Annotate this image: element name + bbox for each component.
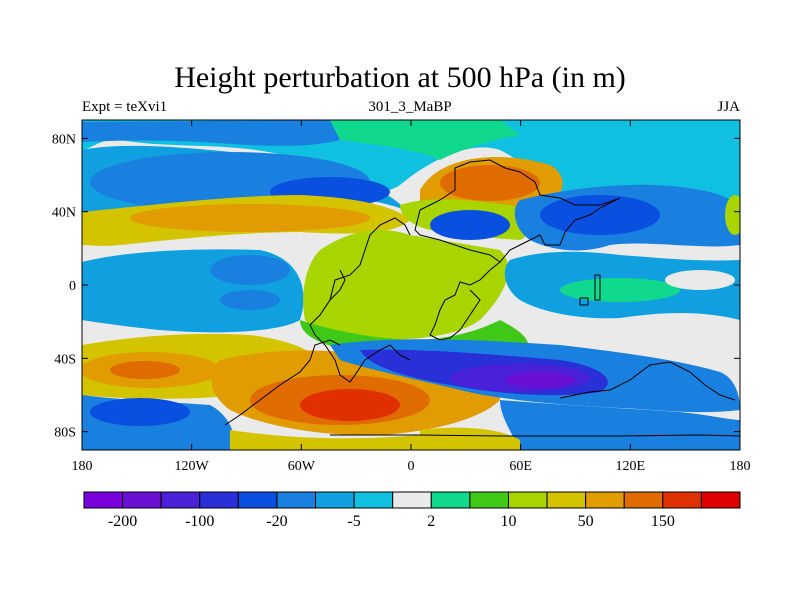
colorbar-swatch <box>315 491 355 509</box>
colorbar-swatch <box>469 491 509 509</box>
southern-coastline <box>224 339 341 426</box>
season-label: JJA <box>717 99 740 115</box>
field-region <box>300 389 400 421</box>
field-region <box>110 361 180 379</box>
australia-coastline <box>559 361 736 401</box>
colorbar-label: -100 <box>185 513 214 530</box>
colorbar-swatch <box>662 491 702 509</box>
colorbar-swatch <box>83 491 124 509</box>
colorbar-label: 10 <box>500 513 516 530</box>
y-tick-label: 40S <box>54 352 76 367</box>
field-region <box>500 400 740 450</box>
field-region <box>210 255 290 285</box>
field-region <box>560 278 680 302</box>
x-tick-label: 120W <box>175 459 210 474</box>
field-region <box>725 195 740 235</box>
colorbar: -200 -100 -20 -5 2 10 50 150 <box>83 491 741 530</box>
colorbar-swatch <box>160 491 201 509</box>
field-region <box>665 270 735 290</box>
colorbar-swatch <box>392 491 432 509</box>
x-tick-label: 60E <box>509 459 532 474</box>
field-region <box>303 230 509 340</box>
field-region <box>330 120 520 160</box>
x-tick-label: 180 <box>730 459 751 474</box>
field-region <box>505 372 575 388</box>
colorbar-swatch <box>700 491 741 509</box>
y-tick-label: 80N <box>52 132 76 147</box>
colorbar-swatch <box>353 491 394 509</box>
antarctic-coastline <box>330 434 741 437</box>
map-title: Height perturbation at 500 hPa (in m) <box>174 61 626 94</box>
experiment-label: Expt = teXvi1 <box>82 99 168 115</box>
colorbar-swatch <box>546 491 587 509</box>
colorbar-swatch <box>623 491 664 509</box>
field-region <box>440 165 540 201</box>
field-region <box>420 427 520 450</box>
x-axis: 180 120W 60W 0 60E 120E 180 <box>72 120 751 474</box>
run-label: 301_3_MaBP <box>368 99 452 115</box>
colorbar-label: -200 <box>108 513 137 530</box>
contour-field <box>82 120 740 450</box>
colorbar-label: -5 <box>347 513 360 530</box>
colorbar-label: 150 <box>651 513 675 530</box>
colorbar-label: 50 <box>578 513 594 530</box>
colorbar-swatch <box>507 491 548 509</box>
x-tick-label: 60W <box>288 459 316 474</box>
colorbar-swatch <box>585 491 625 509</box>
island-coastline <box>579 274 601 306</box>
eurasia-africa-coastline <box>429 159 621 341</box>
field-region <box>130 204 370 232</box>
y-axis: 80N 40N 0 40S 80S <box>52 132 740 441</box>
colorbar-swatch <box>276 491 317 509</box>
field-region <box>82 120 340 146</box>
y-tick-label: 80S <box>54 426 76 441</box>
x-tick-label: 180 <box>72 459 93 474</box>
colorbar-label: -20 <box>266 513 287 530</box>
x-tick-label: 120E <box>616 459 646 474</box>
field-region <box>430 210 510 240</box>
north-america-coastline <box>329 217 411 301</box>
europe-coastline <box>414 168 501 263</box>
field-region <box>220 290 280 310</box>
field-region <box>540 195 660 235</box>
coastlines <box>224 159 741 437</box>
colorbar-swatch <box>237 491 278 509</box>
field-region <box>90 398 190 426</box>
field-region <box>230 430 420 450</box>
colorbar-swatch <box>199 491 239 509</box>
colorbar-swatch <box>122 491 162 509</box>
y-tick-label: 40N <box>52 206 76 221</box>
y-tick-label: 0 <box>69 279 76 294</box>
x-tick-label: 0 <box>408 459 415 474</box>
americas-coastline <box>309 269 411 383</box>
colorbar-label: 2 <box>427 513 435 530</box>
colorbar-swatch <box>430 491 471 509</box>
